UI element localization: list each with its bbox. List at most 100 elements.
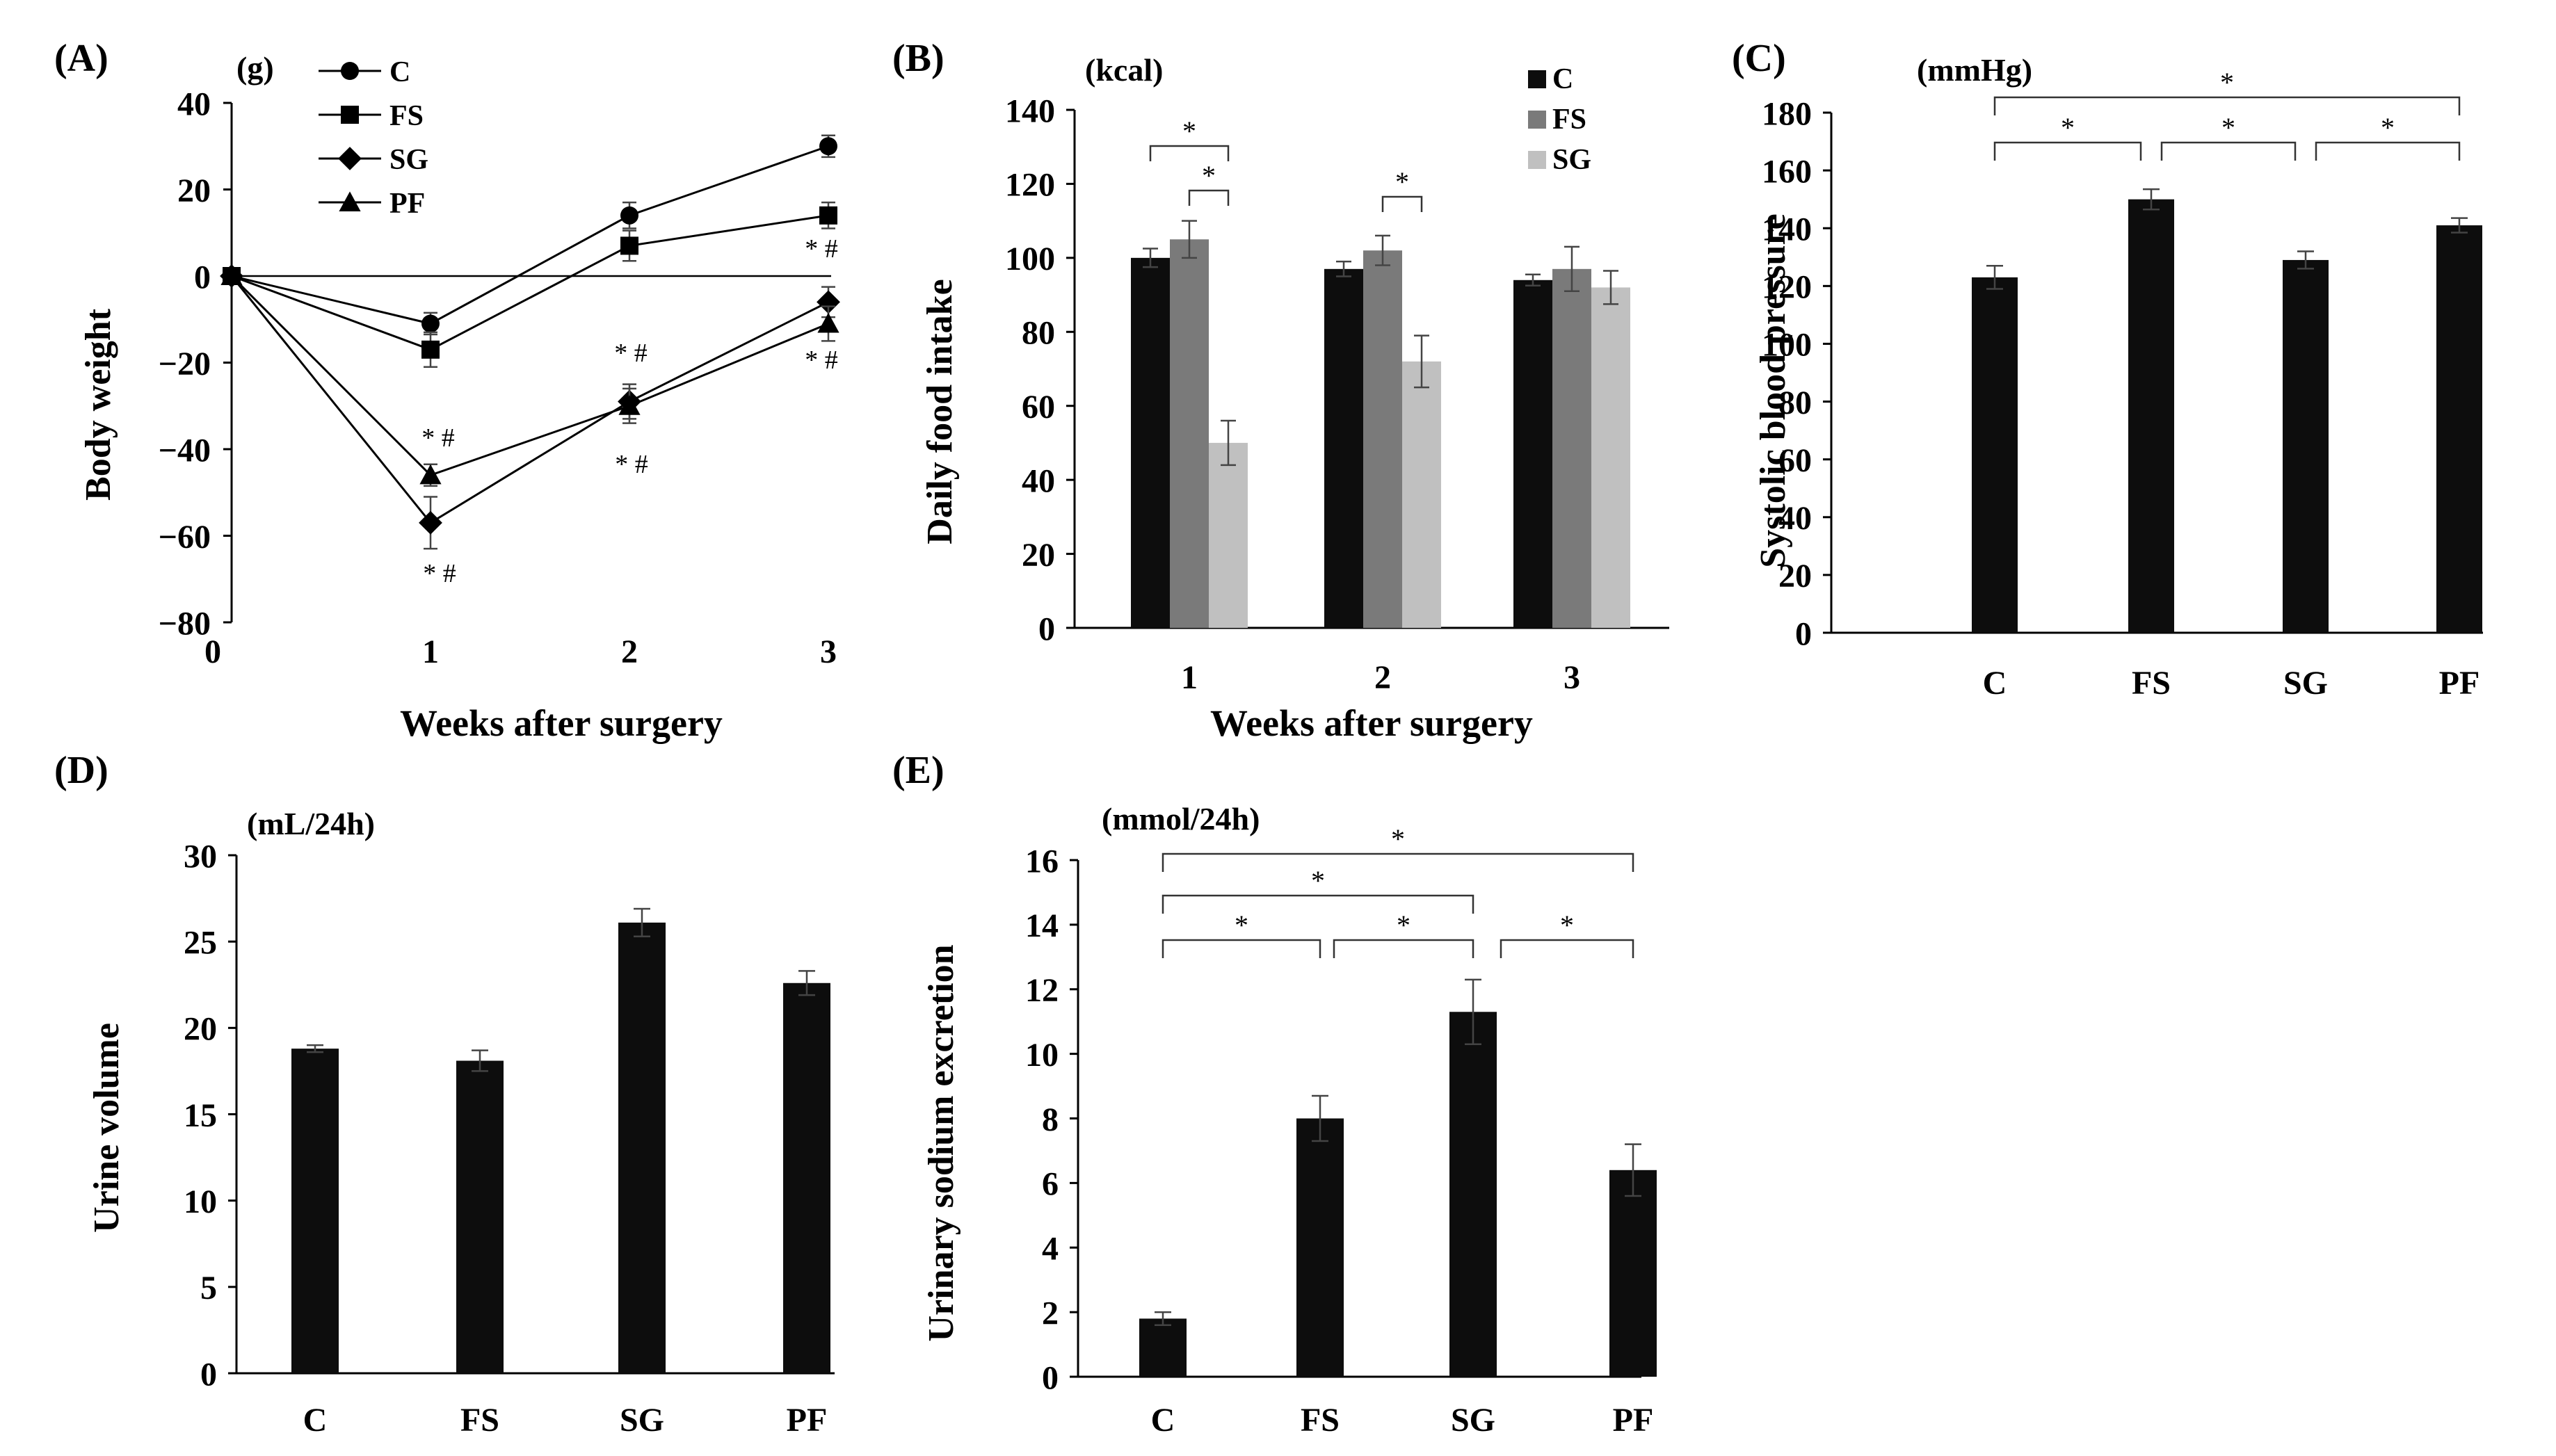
b-bar-c	[1513, 280, 1552, 628]
d-x-tick-label: PF	[787, 1402, 828, 1439]
a-legend-marker	[339, 191, 361, 211]
a-legend-marker	[338, 147, 362, 170]
b-legend-swatch	[1528, 111, 1546, 129]
d-y-tick-label: 30	[184, 838, 217, 875]
a-legend-marker	[341, 106, 359, 124]
significance-star: *	[1235, 909, 1248, 941]
c-bar-sg	[2283, 259, 2329, 633]
a-point-c	[620, 206, 638, 225]
b-bar-sg	[1209, 442, 1248, 628]
b-y-tick-label: 80	[1022, 315, 1055, 352]
e-x-tick-label: FS	[1301, 1402, 1340, 1439]
e-y-tick-label: 10	[1025, 1037, 1059, 1074]
c-y-tick-label: 60	[1778, 442, 1812, 479]
d-x-tick-label: SG	[620, 1402, 664, 1439]
significance-star: *	[1202, 160, 1216, 191]
c-significance-bracket	[2160, 141, 2297, 161]
b-x-tick-label: 2	[1374, 659, 1391, 696]
panel-letter-e: (E)	[892, 749, 945, 792]
significance-star: *	[1182, 115, 1196, 147]
b-bar-fs	[1552, 268, 1591, 629]
c-y-tick-label: 100	[1762, 327, 1812, 364]
a-y-tick-label: 40	[177, 86, 211, 122]
d-bar-c	[291, 1049, 339, 1373]
e-y-tick-label: 8	[1042, 1101, 1059, 1138]
a-point-sg	[817, 290, 840, 314]
a-y-tick-label: −20	[159, 346, 211, 382]
a-x-tick-label: 0	[204, 633, 221, 670]
c-y-tick-label: 160	[1762, 153, 1812, 190]
c-bar-fs	[2128, 199, 2174, 633]
panel-letter-c: (C)	[1732, 37, 1786, 80]
significance-star: *	[1395, 166, 1409, 197]
a-annotation: * #	[421, 423, 455, 453]
d-bar-fs	[456, 1060, 504, 1373]
b-x-tick-label: 1	[1181, 659, 1198, 696]
a-annotation: * #	[615, 450, 648, 479]
a-y-tick-label: −40	[159, 432, 211, 469]
b-significance-bracket	[1381, 195, 1423, 212]
a-legend-label: C	[389, 56, 410, 88]
unit-label-d: (mL/24h)	[247, 806, 375, 841]
d-y-tick-label: 10	[184, 1183, 217, 1220]
e-bar-pf	[1609, 1170, 1657, 1377]
b-y-tick-label: 120	[1005, 167, 1055, 204]
e-significance-bracket	[1162, 939, 1321, 958]
b-bar-sg	[1591, 287, 1630, 628]
a-legend-label: SG	[389, 144, 428, 176]
c-y-tick-label: 80	[1778, 385, 1812, 421]
d-x-tick-label: C	[303, 1402, 328, 1439]
a-annotation: * #	[805, 346, 838, 375]
d-y-tick-label: 20	[184, 1011, 217, 1048]
y-axis-title-c: Systolic blood pressure	[1753, 213, 1793, 568]
b-bar-fs	[1170, 239, 1209, 628]
d-y-tick-label: 15	[184, 1097, 217, 1134]
e-significance-bracket	[1162, 852, 1634, 872]
b-bar-sg	[1402, 361, 1441, 628]
unit-label-a: (g)	[236, 50, 274, 86]
a-legend-label: FS	[389, 100, 424, 132]
b-y-tick-label: 60	[1022, 389, 1055, 426]
a-annotation: * #	[614, 339, 648, 368]
b-y-tick-label: 100	[1005, 241, 1055, 277]
b-legend-swatch	[1528, 70, 1546, 88]
e-y-tick-label: 0	[1042, 1359, 1059, 1396]
a-legend-marker	[341, 62, 359, 80]
y-axis-title-a: Body weight	[79, 308, 118, 501]
a-series-line-sg	[230, 275, 829, 524]
x-axis-title-b: Weeks after surgery	[1210, 702, 1533, 744]
c-significance-bracket	[2315, 141, 2461, 161]
b-legend-label: C	[1552, 63, 1573, 95]
a-point-fs	[421, 340, 440, 359]
e-y-tick-label: 16	[1025, 843, 1059, 880]
a-point-sg	[419, 510, 442, 535]
a-point-fs	[819, 206, 837, 225]
e-y-tick-label: 2	[1042, 1295, 1059, 1332]
x-axis-title-a: Weeks after surgery	[400, 702, 723, 744]
c-bar-c	[1972, 277, 2018, 633]
a-annotation: * #	[805, 234, 838, 264]
e-significance-bracket	[1333, 939, 1474, 958]
c-y-tick-label: 120	[1762, 269, 1812, 306]
a-point-pf	[618, 395, 641, 415]
chart-e: 0 2 4 6 8 10 12 14 16 C FS SG PF * * * * *	[1025, 823, 1657, 1439]
d-bar-pf	[783, 982, 830, 1373]
c-x-tick-label: C	[1983, 665, 2007, 702]
b-significance-bracket	[1149, 145, 1230, 161]
a-point-pf	[817, 312, 839, 333]
c-bar-pf	[2436, 225, 2482, 633]
unit-label-b: (kcal)	[1085, 52, 1163, 88]
unit-label-e: (mmol/24h)	[1102, 801, 1260, 836]
significance-star: *	[2221, 112, 2235, 143]
e-bar-sg	[1449, 1012, 1497, 1377]
a-point-c	[421, 314, 440, 333]
b-bar-c	[1324, 268, 1363, 629]
e-x-tick-label: SG	[1451, 1402, 1495, 1439]
a-x-tick-label: 2	[621, 633, 638, 670]
a-y-tick-label: 20	[177, 172, 211, 209]
d-y-tick-label: 0	[200, 1356, 217, 1393]
a-series-line-pf	[230, 275, 829, 477]
a-series-line-fs	[231, 214, 829, 351]
c-x-tick-label: FS	[2132, 665, 2171, 702]
